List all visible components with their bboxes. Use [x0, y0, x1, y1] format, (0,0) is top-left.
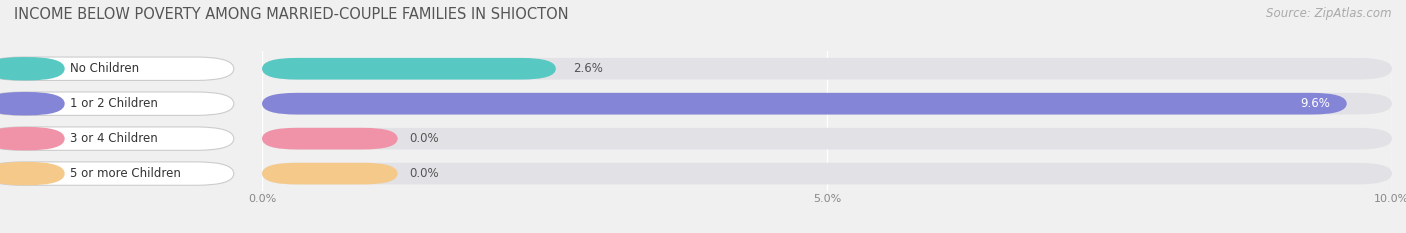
- FancyBboxPatch shape: [262, 128, 1392, 150]
- Text: 0.0%: 0.0%: [409, 132, 439, 145]
- FancyBboxPatch shape: [262, 163, 398, 185]
- Text: 9.6%: 9.6%: [1301, 97, 1330, 110]
- FancyBboxPatch shape: [0, 162, 233, 185]
- Text: 3 or 4 Children: 3 or 4 Children: [70, 132, 157, 145]
- Text: 1 or 2 Children: 1 or 2 Children: [70, 97, 159, 110]
- FancyBboxPatch shape: [262, 58, 555, 80]
- Text: INCOME BELOW POVERTY AMONG MARRIED-COUPLE FAMILIES IN SHIOCTON: INCOME BELOW POVERTY AMONG MARRIED-COUPL…: [14, 7, 568, 22]
- FancyBboxPatch shape: [262, 163, 1392, 185]
- Text: 0.0%: 0.0%: [409, 167, 439, 180]
- FancyBboxPatch shape: [262, 93, 1392, 115]
- Text: Source: ZipAtlas.com: Source: ZipAtlas.com: [1267, 7, 1392, 20]
- FancyBboxPatch shape: [262, 58, 1392, 80]
- FancyBboxPatch shape: [262, 128, 398, 150]
- FancyBboxPatch shape: [0, 57, 233, 80]
- FancyBboxPatch shape: [262, 93, 1347, 115]
- FancyBboxPatch shape: [0, 92, 233, 115]
- Text: 2.6%: 2.6%: [572, 62, 603, 75]
- FancyBboxPatch shape: [0, 92, 65, 115]
- FancyBboxPatch shape: [0, 127, 65, 150]
- FancyBboxPatch shape: [0, 57, 65, 80]
- FancyBboxPatch shape: [0, 127, 233, 150]
- FancyBboxPatch shape: [0, 162, 65, 185]
- Text: 5 or more Children: 5 or more Children: [70, 167, 181, 180]
- Text: No Children: No Children: [70, 62, 139, 75]
